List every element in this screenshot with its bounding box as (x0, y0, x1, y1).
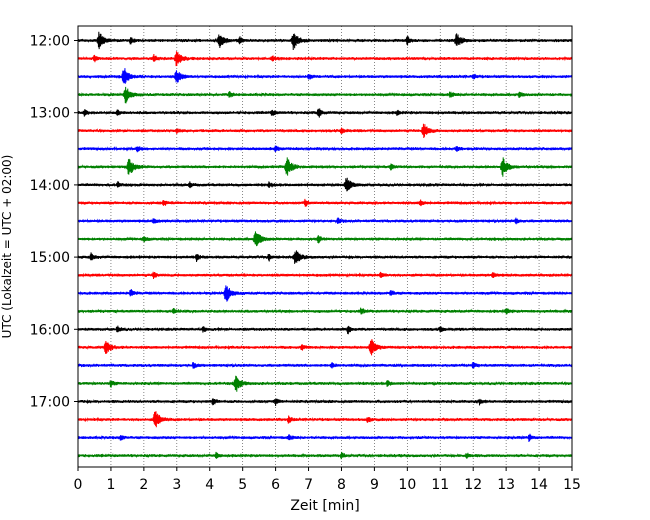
x-tick-label: 8 (337, 477, 346, 493)
trace-line (77, 145, 573, 153)
trace-line (77, 123, 573, 138)
y-tick-label: 17:00 (30, 395, 70, 411)
x-tick-label: 15 (563, 477, 581, 493)
trace-line (77, 250, 573, 264)
x-tick-label: 6 (271, 477, 280, 493)
trace-line (77, 198, 573, 207)
plot-frame (77, 25, 573, 468)
trace-line (77, 31, 573, 51)
y-tick-label: 14:00 (30, 178, 70, 194)
trace-line (77, 231, 573, 247)
x-tick-label: 10 (398, 477, 416, 493)
trace-line (77, 325, 573, 335)
y-tick-label: 15:00 (30, 250, 70, 266)
x-tick-label: 4 (205, 477, 214, 493)
x-tick-label: 7 (304, 477, 313, 493)
x-tick-label: 11 (431, 477, 449, 493)
trace-line (77, 108, 573, 118)
trace-line (77, 398, 573, 406)
trace-line (77, 68, 573, 84)
trace-line (77, 451, 573, 460)
trace-line (77, 411, 573, 428)
y-tick-label: 16:00 (30, 322, 70, 338)
x-tick-label: 9 (370, 477, 379, 493)
x-axis-label: Zeit [min] (290, 498, 359, 514)
y-axis-label: UTC (Lokalzeit = UTC + 02:00) (0, 155, 14, 339)
x-axis: 0 1 2 3 4 5 6 7 8 9 10 11 12 13 14 15 (74, 467, 581, 493)
x-tick-label: 5 (238, 477, 247, 493)
trace-line (77, 86, 573, 104)
trace-line (77, 217, 573, 225)
trace-line (77, 271, 573, 280)
x-tick-label: 1 (106, 477, 115, 493)
trace-line (77, 177, 573, 192)
trace-group (77, 31, 573, 460)
trace-line (77, 51, 573, 67)
trace-line (77, 157, 573, 177)
x-tick-label: 14 (530, 477, 548, 493)
y-tick-label: 13:00 (30, 106, 70, 122)
trace-line (77, 375, 573, 392)
trace-line (77, 339, 573, 356)
y-axis: 12:00 13:00 14:00 15:00 16:00 17:00 (30, 34, 78, 411)
y-tick-label: 12:00 (30, 34, 70, 50)
trace-line (77, 362, 573, 369)
x-tick-label: 0 (74, 477, 83, 493)
trace-line (77, 433, 573, 442)
x-tick-label: 13 (497, 477, 515, 493)
trace-line (77, 307, 573, 315)
x-tick-label: 2 (139, 477, 148, 493)
x-tick-label: 3 (172, 477, 181, 493)
x-tick-label: 12 (464, 477, 482, 493)
trace-line (77, 285, 573, 302)
